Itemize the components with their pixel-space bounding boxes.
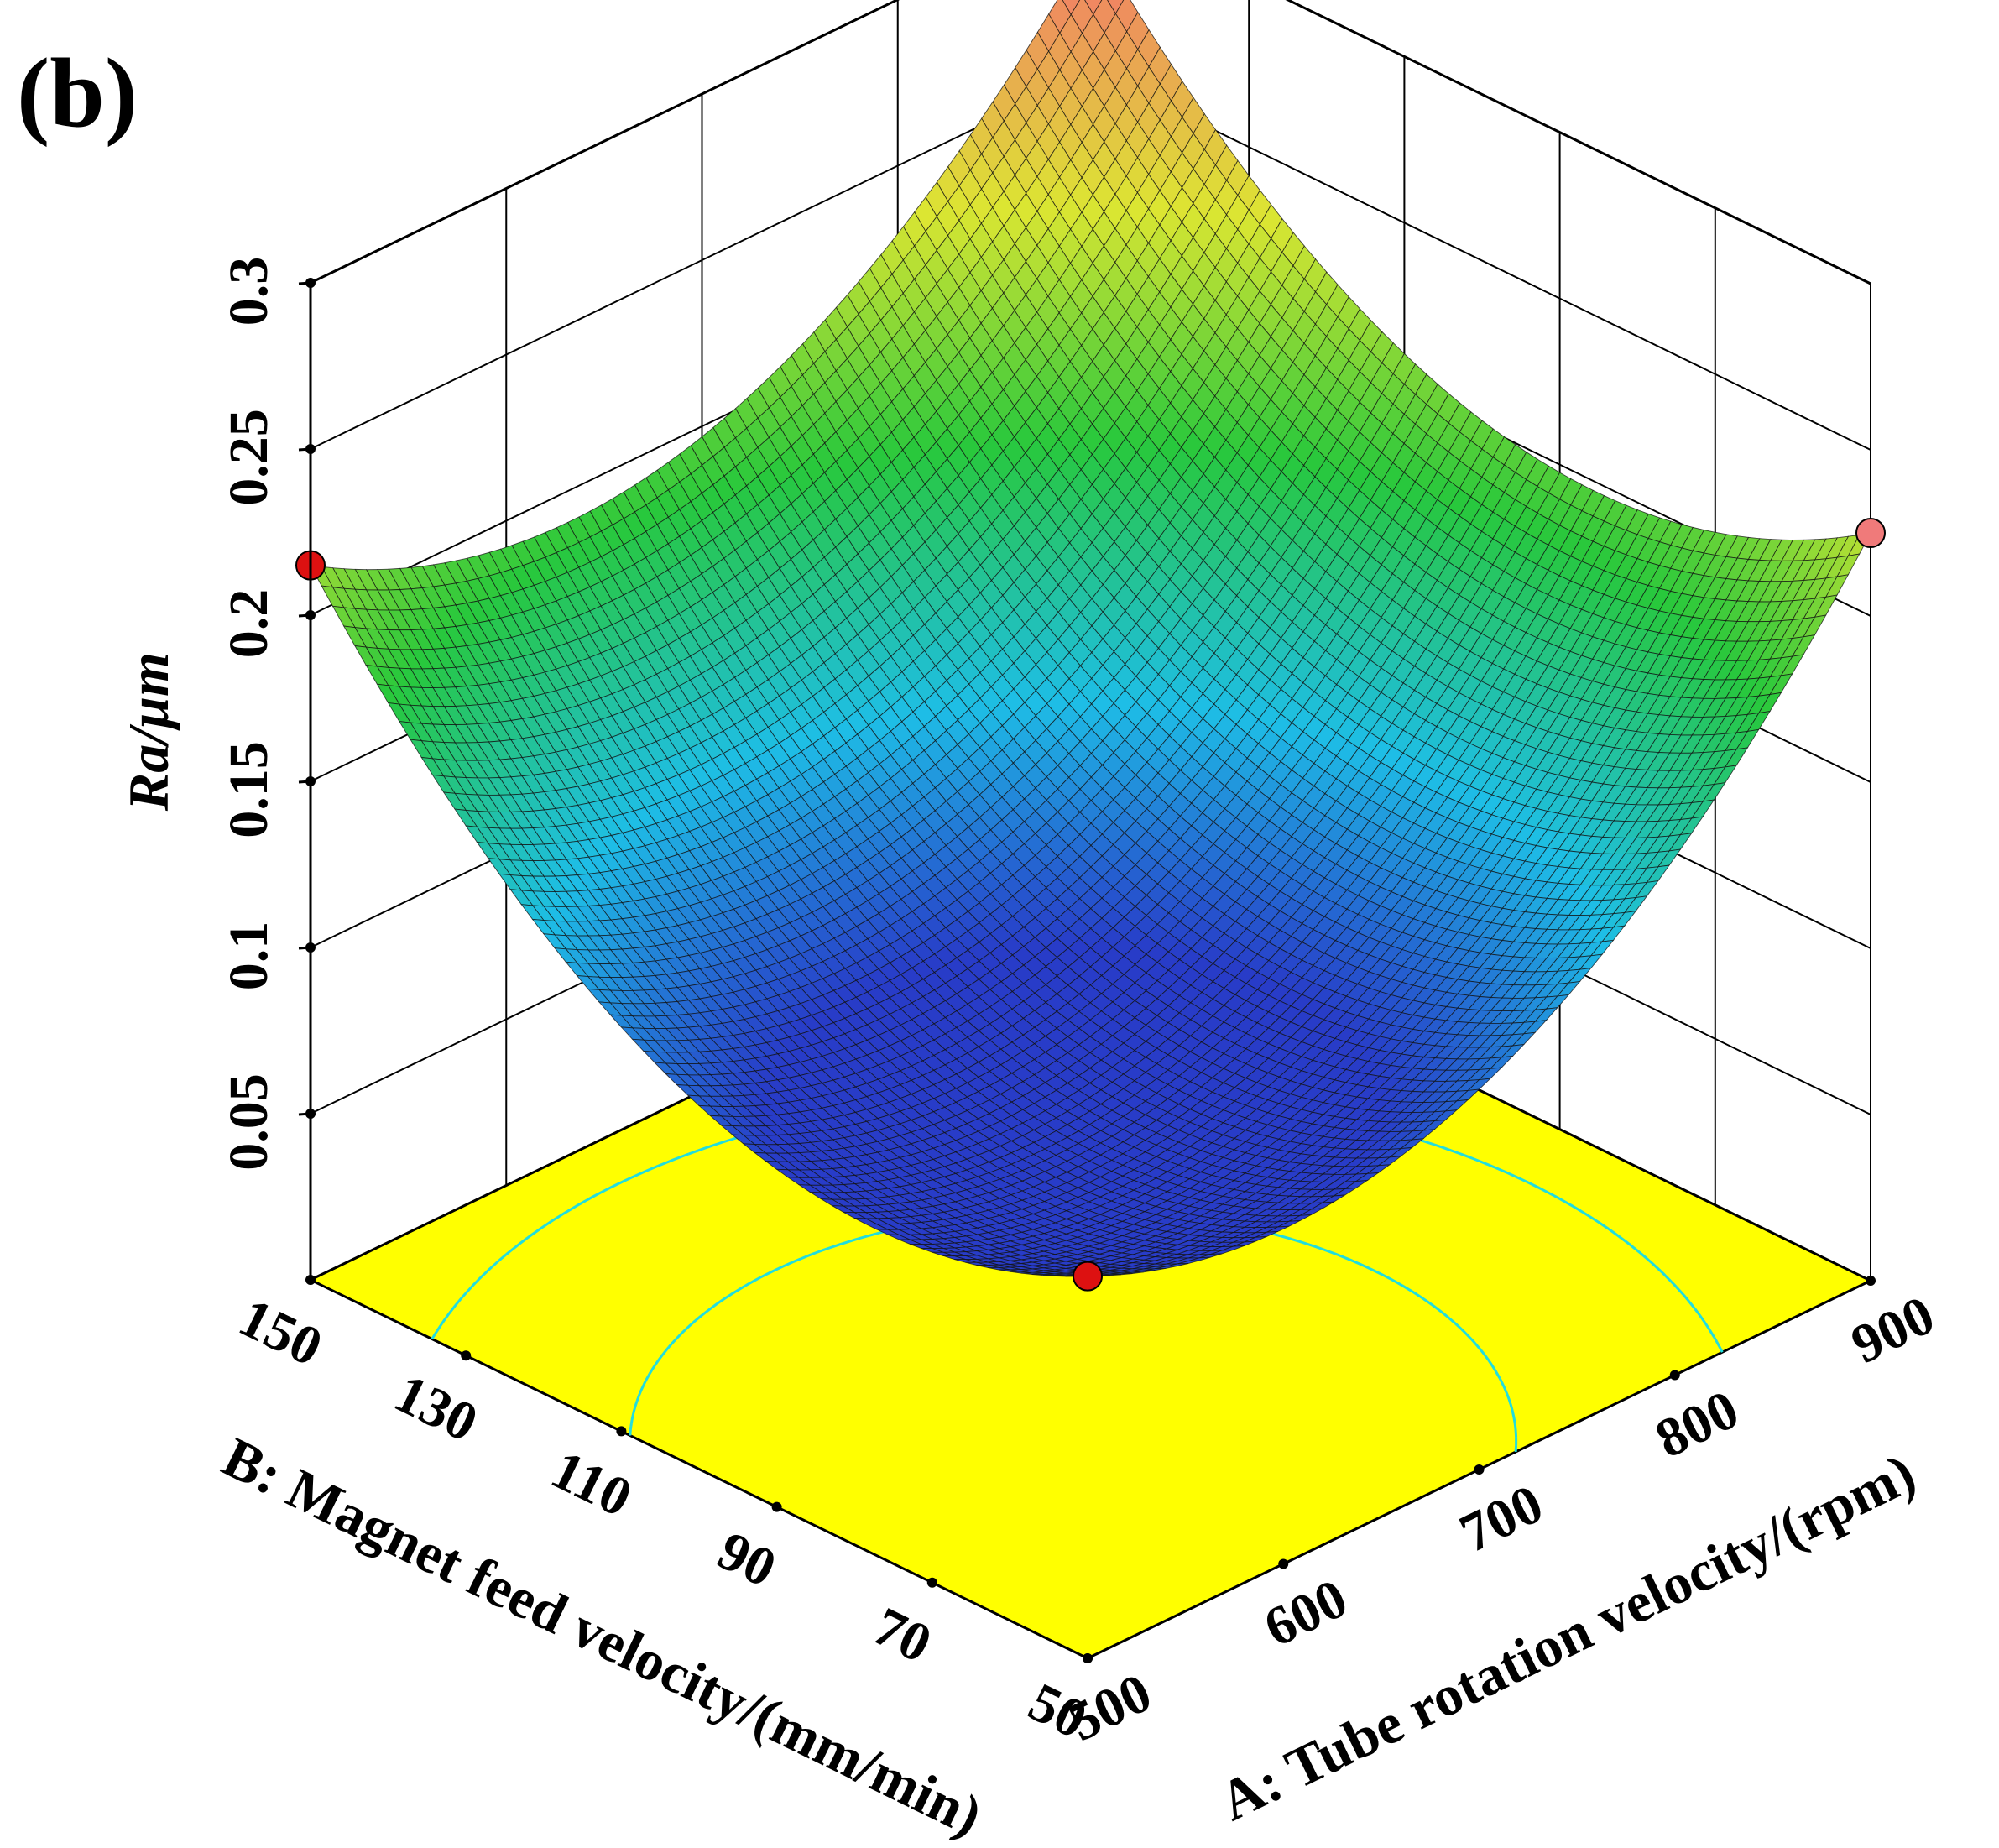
b-tick-dot	[771, 1501, 782, 1512]
design-point-3	[1073, 1261, 1103, 1292]
b-tick-dot	[926, 1577, 937, 1588]
z-tick-label: 0.2	[218, 589, 279, 659]
axes	[298, 278, 1876, 1663]
b-tick-dot	[1083, 1653, 1093, 1663]
b-tick-label: 70	[864, 1595, 941, 1675]
wall-grid-z-right	[1093, 70, 1871, 451]
z-tick-dot	[305, 1109, 316, 1119]
design-point-2	[1855, 518, 1886, 548]
z-tick-dot	[305, 776, 316, 786]
b-tick-dot	[305, 1275, 316, 1285]
z-tick-label: 0.3	[218, 257, 279, 326]
z-tick-label: 0.1	[218, 921, 279, 991]
b-tick-label: 110	[542, 1438, 641, 1528]
z-tick-dot	[305, 278, 316, 288]
a-tick-dot	[1669, 1370, 1680, 1381]
z-tick-dot	[305, 444, 316, 454]
b-tick-label: 130	[385, 1362, 487, 1454]
b-tick-label: 150	[230, 1287, 331, 1378]
b-tick-label: 90	[708, 1520, 785, 1600]
z-tick-label: 0.15	[218, 741, 279, 838]
a-tick-label: 900	[1842, 1284, 1944, 1376]
a-tick-dot	[1474, 1464, 1485, 1475]
b-tick-dot	[461, 1350, 472, 1361]
wall-top-edge-right	[1285, 0, 1871, 285]
response-surface	[310, 0, 1871, 1277]
a-tick-label: 800	[1647, 1379, 1748, 1470]
z-tick-dot	[305, 942, 316, 953]
z-tick-label: 0.05	[218, 1073, 279, 1171]
a-tick-dot	[1866, 1276, 1876, 1286]
b-tick-dot	[616, 1426, 627, 1437]
panel-label: (b)	[17, 38, 138, 148]
wall-top-edge-left	[310, 0, 900, 285]
z-tick-dot	[305, 610, 316, 620]
z-tick-label: 0.25	[218, 409, 279, 506]
a-tick-dot	[1278, 1558, 1289, 1569]
z-axis-title: Ra/μm	[117, 652, 180, 812]
a-tick-label: 600	[1255, 1568, 1356, 1659]
a-tick-label: 700	[1451, 1473, 1553, 1564]
